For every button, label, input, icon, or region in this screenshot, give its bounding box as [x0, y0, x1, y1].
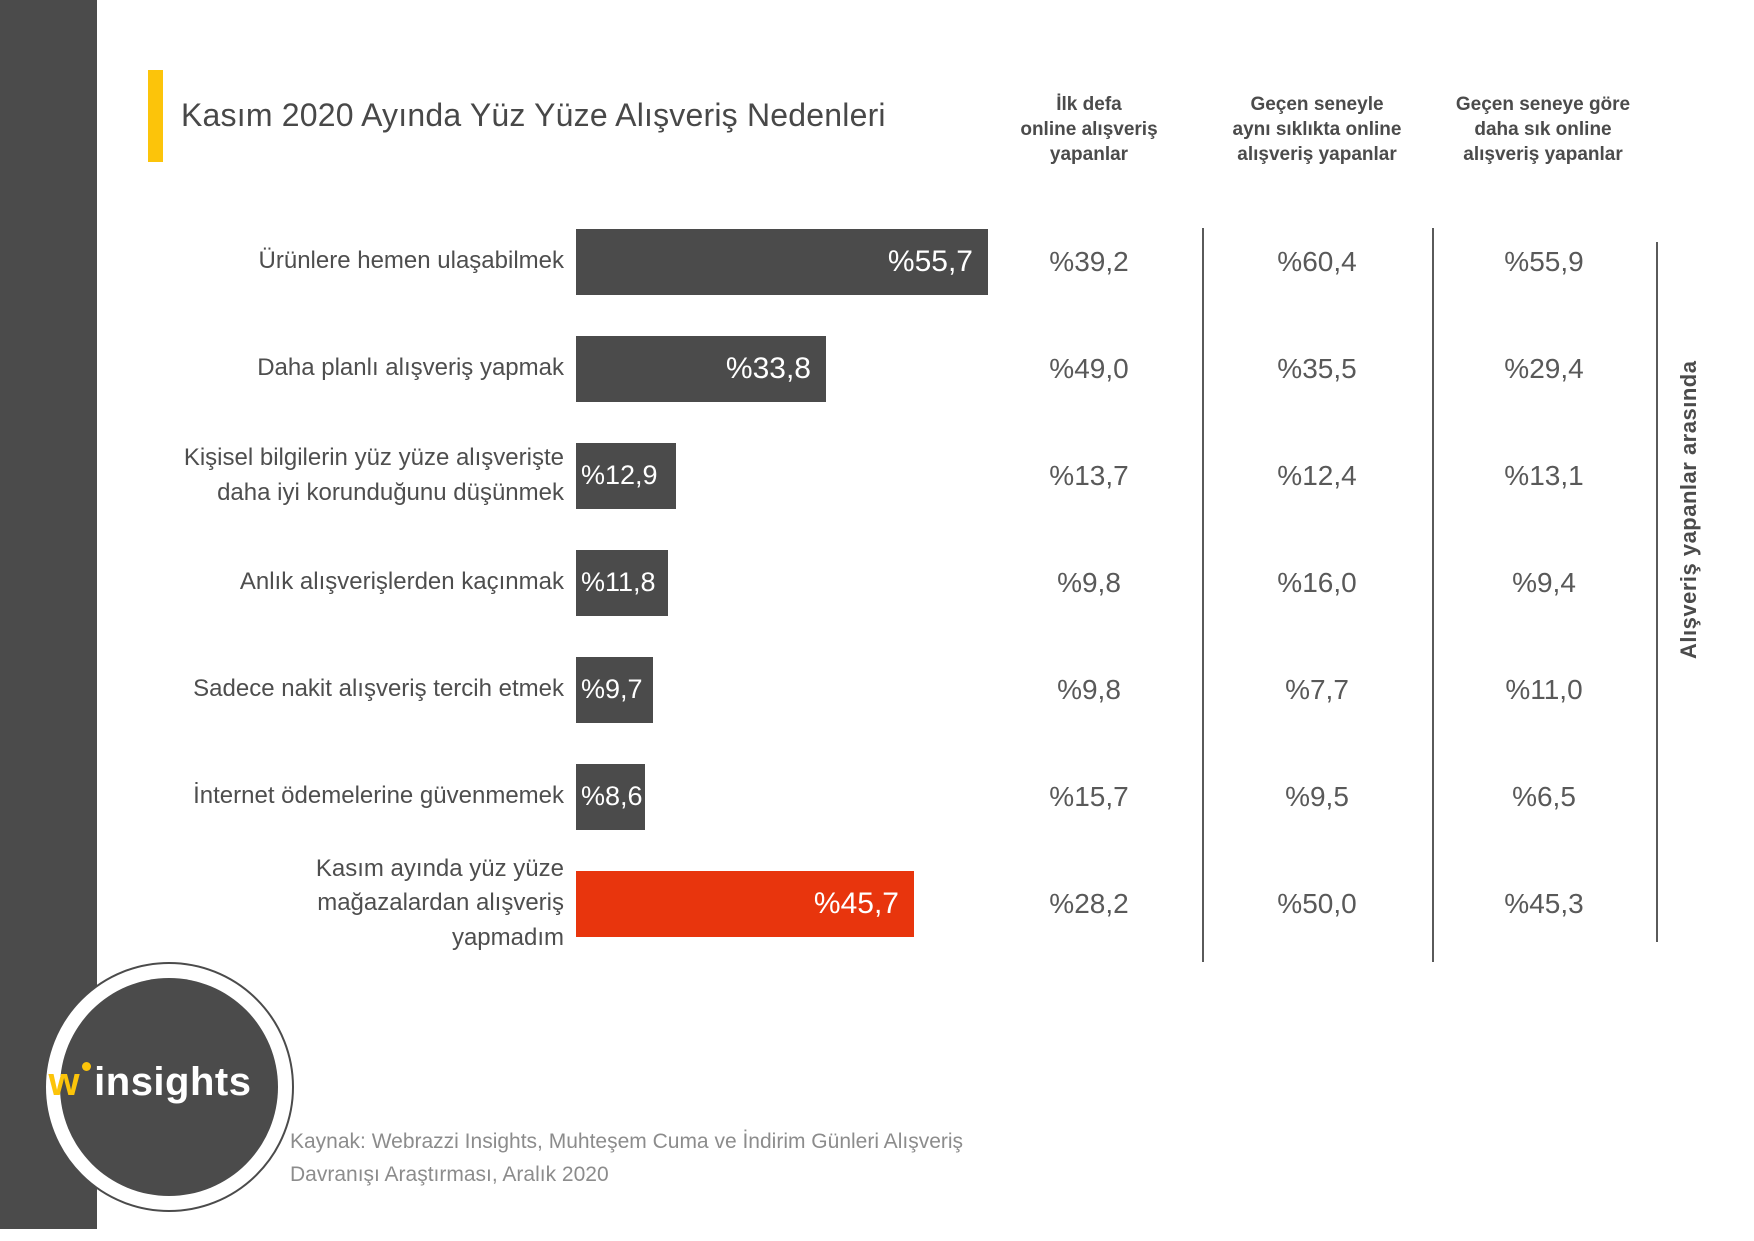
value-first-time-shoppers: %13,7: [1049, 459, 1129, 491]
value-same-frequency-shoppers: %16,0: [1277, 566, 1357, 598]
chart-row: Daha planlı alışveriş yapmak %33,8 %49,0…: [130, 315, 1656, 422]
bar-value-label: %8,6: [581, 781, 643, 811]
value-more-frequent-shoppers: %6,5: [1512, 780, 1576, 812]
value-more-frequent-shoppers: %29,4: [1504, 352, 1584, 384]
bar-value-label: %33,8: [725, 351, 811, 385]
bar-zone: %55,7: [576, 208, 988, 315]
chart-row: Ürünlere hemen ulaşabilmek %55,7 %39,2 %…: [130, 208, 1656, 315]
column-header-more-frequent: Geçen seneye göre daha sık online alışveri…: [1455, 94, 1631, 166]
row-label: Anlık alışverişlerden kaçınmak: [239, 568, 564, 596]
value-first-time-shoppers: %9,8: [1057, 566, 1121, 598]
value-same-frequency-shoppers: %35,5: [1277, 352, 1357, 384]
chart-row: Anlık alışverişlerden kaçınmak %11,8 %9,…: [130, 529, 1656, 636]
logo-circle: [60, 978, 278, 1196]
row-label: Daha planlı alışveriş yapmak: [257, 354, 564, 382]
bar-value-label: %11,8: [581, 567, 656, 597]
row-label: İnternet ödemelerine güvenmemek: [193, 782, 564, 810]
right-boundary-line: [1656, 242, 1658, 942]
row-label: Sadece nakit alışveriş tercih etmek: [193, 675, 564, 703]
value-same-frequency-shoppers: %12,4: [1277, 459, 1357, 491]
source-line-2: Davranışı Araştırması, Aralık 2020: [290, 1162, 609, 1186]
value-same-frequency-shoppers: %50,0: [1277, 887, 1357, 919]
title-accent-bar: [148, 70, 163, 162]
value-more-frequent-shoppers: %13,1: [1504, 459, 1584, 491]
value-first-time-shoppers: %39,2: [1049, 245, 1129, 277]
bar-value-label: %9,7: [581, 674, 643, 704]
chart-rows: Ürünlere hemen ulaşabilmek %55,7 %39,2 %…: [130, 208, 1656, 957]
page-title: Kasım 2020 Ayında Yüz Yüze Alışveriş Ned…: [181, 97, 886, 133]
value-more-frequent-shoppers: %55,9: [1504, 245, 1584, 277]
value-more-frequent-shoppers: %11,0: [1505, 673, 1583, 705]
bar-zone: %12,9: [576, 422, 976, 529]
logo-w-letter: w: [48, 1060, 81, 1104]
value-more-frequent-shoppers: %9,4: [1512, 566, 1576, 598]
value-first-time-shoppers: %9,8: [1057, 673, 1121, 705]
chart-row: Kasım ayında yüz yüze mağazalardan alışve…: [130, 850, 1656, 957]
bar: %55,7: [576, 228, 988, 295]
column-header-same-frequency: Geçen seneyle aynı sıklıkta online alışver…: [1232, 94, 1402, 166]
chart-row: Sadece nakit alışveriş tercih etmek %9,7…: [130, 636, 1656, 743]
bar-value-label: %55,7: [887, 244, 973, 278]
chart-row: Kişisel bilgilerin yüz yüze alışverişte d…: [130, 422, 1656, 529]
right-axis-label: Alışveriş yapanlar arasında: [1676, 360, 1701, 660]
bar: %11,8: [576, 549, 668, 616]
source-note: Kaynak: Webrazzi Insights, Muhteşem Cuma…: [290, 1126, 963, 1191]
value-first-time-shoppers: %28,2: [1049, 887, 1129, 919]
row-label: Kişisel bilgilerin yüz yüze alışverişte d…: [183, 444, 564, 506]
value-same-frequency-shoppers: %60,4: [1277, 245, 1357, 277]
bar: %45,7: [576, 870, 914, 937]
bar-zone: %11,8: [576, 529, 976, 636]
column-divider-line: [1202, 228, 1204, 962]
bar-value-label: %45,7: [813, 886, 899, 920]
logo-dot-icon: [82, 1062, 92, 1071]
column-header-first-time: İlk defa online alışveriş yapanlar: [1020, 94, 1158, 166]
row-label: Kasım ayında yüz yüze mağazalardan alışve…: [315, 855, 564, 951]
value-same-frequency-shoppers: %9,5: [1285, 780, 1349, 812]
bar: %33,8: [576, 335, 826, 402]
value-more-frequent-shoppers: %45,3: [1504, 887, 1584, 919]
row-label: Ürünlere hemen ulaşabilmek: [258, 247, 564, 275]
bar-zone: %9,7: [576, 636, 976, 743]
logo-name: insights: [94, 1060, 252, 1104]
value-first-time-shoppers: %15,7: [1049, 780, 1129, 812]
bar: %12,9: [576, 442, 676, 509]
chart-row: İnternet ödemelerine güvenmemek %8,6 %15…: [130, 743, 1656, 850]
value-same-frequency-shoppers: %7,7: [1285, 673, 1349, 705]
bar-zone: %33,8: [576, 315, 976, 422]
brand-logo: w insights: [38, 1060, 262, 1105]
bar-zone: %8,6: [576, 743, 976, 850]
bar-value-label: %12,9: [581, 460, 658, 490]
bar: %9,7: [576, 656, 653, 723]
value-first-time-shoppers: %49,0: [1049, 352, 1129, 384]
bar-zone: %45,7: [576, 850, 976, 957]
column-divider-line: [1432, 228, 1434, 962]
bar: %8,6: [576, 763, 645, 830]
source-line-1: Kaynak: Webrazzi Insights, Muhteşem Cuma…: [290, 1130, 964, 1153]
